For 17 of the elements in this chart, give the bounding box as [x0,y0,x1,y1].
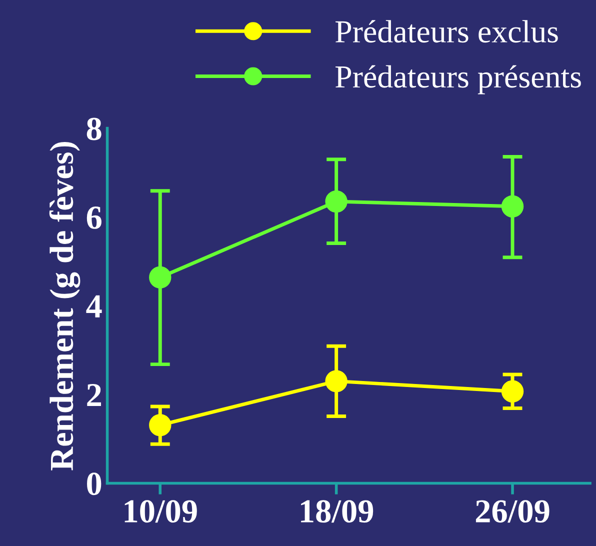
point [325,370,348,392]
y-tick-label: 4 [86,295,102,318]
y-tick-label: 2 [87,384,101,406]
point [325,190,348,213]
point [149,266,172,288]
x-tick-label: 26/09 [476,500,550,523]
legend-label: Prédateurs présents [336,65,581,94]
y-tick-label: 0 [87,472,102,496]
y-axis-title: Rendement (g de fèves) [49,142,80,470]
y-tick-label: 8 [86,118,102,140]
legend-label: Prédateurs exclus [336,20,558,43]
x-tick-label: 10/09 [124,500,197,523]
x-tick-label: 18/09 [301,500,374,523]
point [501,380,524,402]
point [149,414,172,436]
y-tick-label: 6 [86,206,102,229]
point [501,195,524,218]
